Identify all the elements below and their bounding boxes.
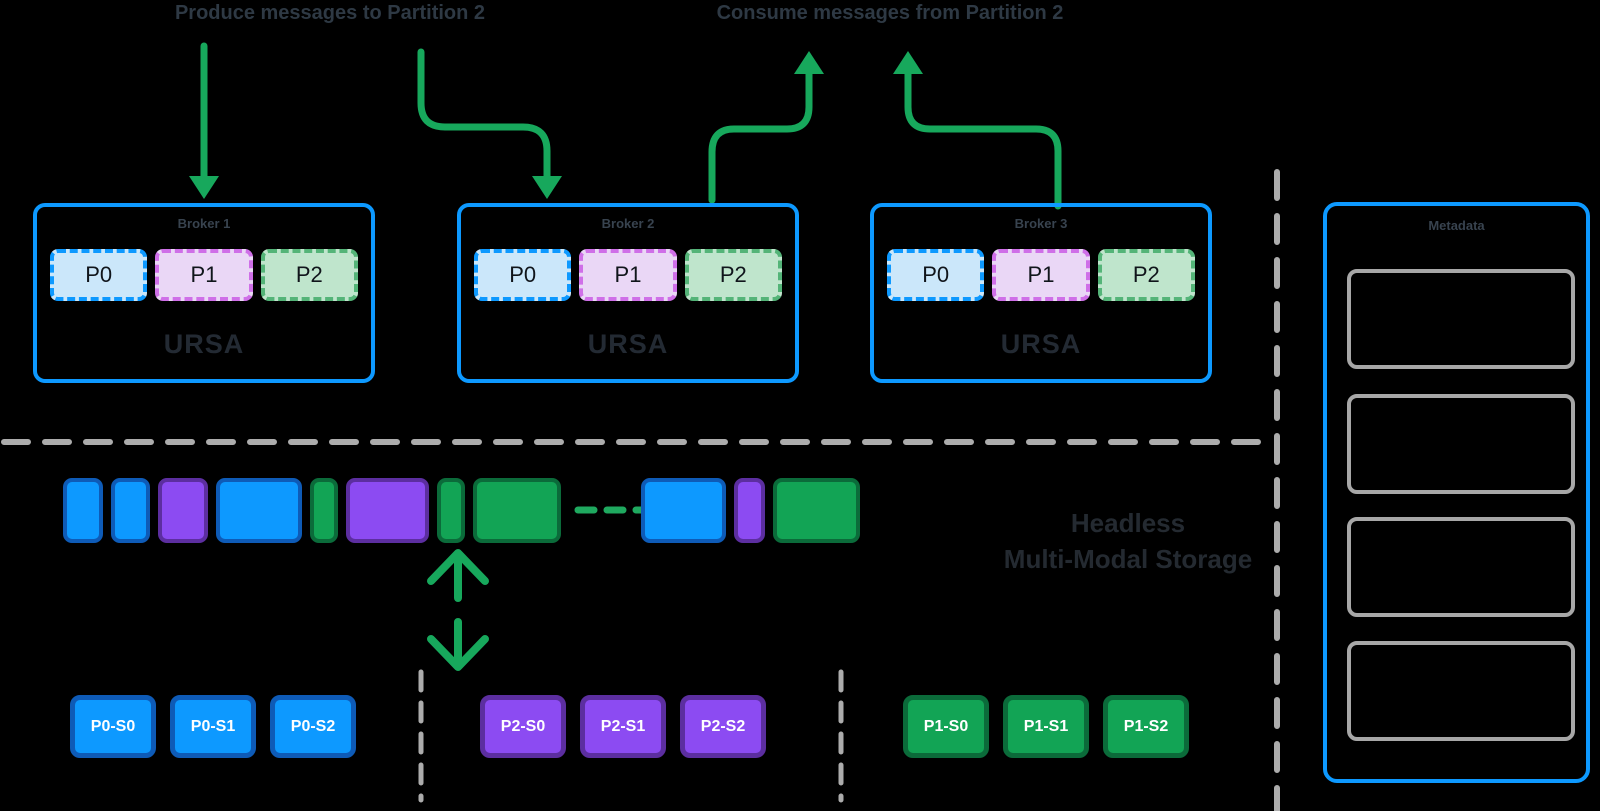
arrowhead-up-icon xyxy=(893,51,923,74)
segment-chip-p0-s0: P0-S0 xyxy=(70,695,156,758)
metadata-slot xyxy=(1347,517,1575,617)
consume-arrow-broker3-icon xyxy=(904,69,1062,210)
storage-segment-block-purple xyxy=(734,478,765,543)
broker-1-engine-label: URSA xyxy=(163,329,245,359)
partition-p1: P1 xyxy=(992,249,1090,301)
storage-segment-block-purple xyxy=(346,478,429,543)
broker-3-box: Broker 3 P0 P1 P2 URSA xyxy=(870,203,1212,383)
partition-p2: P2 xyxy=(260,249,358,301)
partition-p1: P1 xyxy=(579,249,677,301)
segment-group-green: P1-S0 P1-S1 P1-S2 xyxy=(903,695,1189,758)
metadata-slot xyxy=(1347,269,1575,369)
broker-3-partitions: P0 P1 P2 xyxy=(887,249,1195,301)
segment-chip-p1-s2: P1-S2 xyxy=(1103,695,1189,758)
segment-chip-p2-s0: P2-S0 xyxy=(480,695,566,758)
storage-segment-block-blue xyxy=(216,478,302,543)
partition-p2: P2 xyxy=(1097,249,1195,301)
broker-2-title: Broker 2 xyxy=(601,216,655,231)
segment-group-blue: P0-S0 P0-S1 P0-S2 xyxy=(70,695,356,758)
broker-2-engine-label: URSA xyxy=(587,329,669,359)
broker-1-partitions: P0 P1 P2 xyxy=(50,249,358,301)
segment-group-purple: P2-S0 P2-S1 P2-S2 xyxy=(480,695,766,758)
arrowhead-up-icon xyxy=(794,51,824,74)
segment-chip-p2-s2: P2-S2 xyxy=(680,695,766,758)
storage-tier-label-line2: Multi-Modal Storage xyxy=(1003,544,1253,574)
storage-tier-label: Headless Multi-Modal Storage xyxy=(958,505,1298,577)
segment-chip-p0-s1: P0-S1 xyxy=(170,695,256,758)
storage-segment-block-green xyxy=(437,478,465,543)
partition-p2: P2 xyxy=(684,249,782,301)
broker-2-box: Broker 2 P0 P1 P2 URSA xyxy=(457,203,799,383)
broker-3-engine-label: URSA xyxy=(1000,329,1082,359)
metadata-slot xyxy=(1347,641,1575,741)
metadata-panel: Metadata xyxy=(1323,202,1590,783)
arrowhead-down-icon xyxy=(189,176,219,199)
metadata-slot xyxy=(1347,394,1575,494)
metadata-title: Metadata xyxy=(1428,218,1485,233)
download-arrow-icon xyxy=(427,618,489,671)
storage-segment-block-green xyxy=(473,478,561,543)
broker-1-title: Broker 1 xyxy=(177,216,231,231)
broker-2-partitions: P0 P1 P2 xyxy=(474,249,782,301)
segment-chip-p1-s0: P1-S0 xyxy=(903,695,989,758)
segment-chip-p0-s2: P0-S2 xyxy=(270,695,356,758)
consume-label: Consume messages from Partition 2 xyxy=(716,2,1064,24)
storage-segment-block-blue xyxy=(641,478,726,543)
produce-label: Produce messages to Partition 2 xyxy=(174,2,486,24)
broker-3-title: Broker 3 xyxy=(1014,216,1068,231)
upload-arrow-icon xyxy=(427,549,489,602)
storage-segment-block-green xyxy=(773,478,860,543)
broker-1-box: Broker 1 P0 P1 P2 URSA xyxy=(33,203,375,383)
storage-segment-block-blue xyxy=(111,478,150,543)
partition-p0: P0 xyxy=(887,249,985,301)
partition-p1: P1 xyxy=(155,249,253,301)
consume-arrow-broker2-icon xyxy=(708,69,813,204)
partition-p0: P0 xyxy=(474,249,572,301)
storage-segment-block-blue xyxy=(63,478,103,543)
storage-segment-block-purple xyxy=(158,478,208,543)
storage-tier-label-line1: Headless xyxy=(1070,508,1186,538)
segment-chip-p2-s1: P2-S1 xyxy=(580,695,666,758)
storage-segment-block-green xyxy=(310,478,338,543)
arrowhead-down-icon xyxy=(532,176,562,199)
segment-chip-p1-s1: P1-S1 xyxy=(1003,695,1089,758)
partition-p0: P0 xyxy=(50,249,148,301)
produce-arrow-broker2-icon xyxy=(417,48,551,181)
